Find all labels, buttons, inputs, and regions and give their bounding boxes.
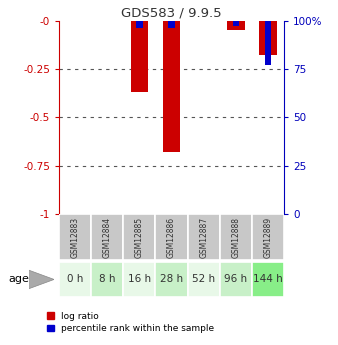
Bar: [259, 21, 277, 56]
Text: 96 h: 96 h: [224, 275, 247, 284]
Text: 0 h: 0 h: [67, 275, 83, 284]
Bar: [252, 214, 284, 260]
Bar: [59, 214, 91, 260]
Bar: [265, 21, 271, 65]
Text: 52 h: 52 h: [192, 275, 215, 284]
Bar: [168, 21, 175, 28]
Bar: [130, 21, 148, 92]
Text: 28 h: 28 h: [160, 275, 183, 284]
Bar: [123, 214, 155, 260]
Bar: [91, 262, 123, 297]
Text: GSM12888: GSM12888: [231, 217, 240, 258]
Bar: [163, 21, 180, 152]
Bar: [188, 262, 220, 297]
Bar: [252, 262, 284, 297]
Text: GSM12887: GSM12887: [199, 217, 208, 258]
Bar: [188, 214, 220, 260]
Polygon shape: [29, 270, 54, 289]
Bar: [155, 214, 188, 260]
Text: GSM12885: GSM12885: [135, 217, 144, 258]
Bar: [123, 262, 155, 297]
Text: GSM12886: GSM12886: [167, 217, 176, 258]
Text: 16 h: 16 h: [128, 275, 151, 284]
Bar: [220, 214, 252, 260]
Bar: [136, 21, 143, 28]
Text: GSM12883: GSM12883: [71, 217, 80, 258]
Bar: [91, 214, 123, 260]
Text: GSM12889: GSM12889: [263, 217, 272, 258]
Legend: log ratio, percentile rank within the sample: log ratio, percentile rank within the sa…: [47, 312, 214, 333]
Bar: [233, 21, 239, 26]
Title: GDS583 / 9.9.5: GDS583 / 9.9.5: [121, 7, 222, 20]
Text: 144 h: 144 h: [253, 275, 283, 284]
Text: age: age: [8, 275, 29, 284]
Bar: [155, 262, 188, 297]
Bar: [220, 262, 252, 297]
Bar: [59, 262, 91, 297]
Bar: [227, 21, 245, 30]
Text: GSM12884: GSM12884: [103, 217, 112, 258]
Text: 8 h: 8 h: [99, 275, 116, 284]
